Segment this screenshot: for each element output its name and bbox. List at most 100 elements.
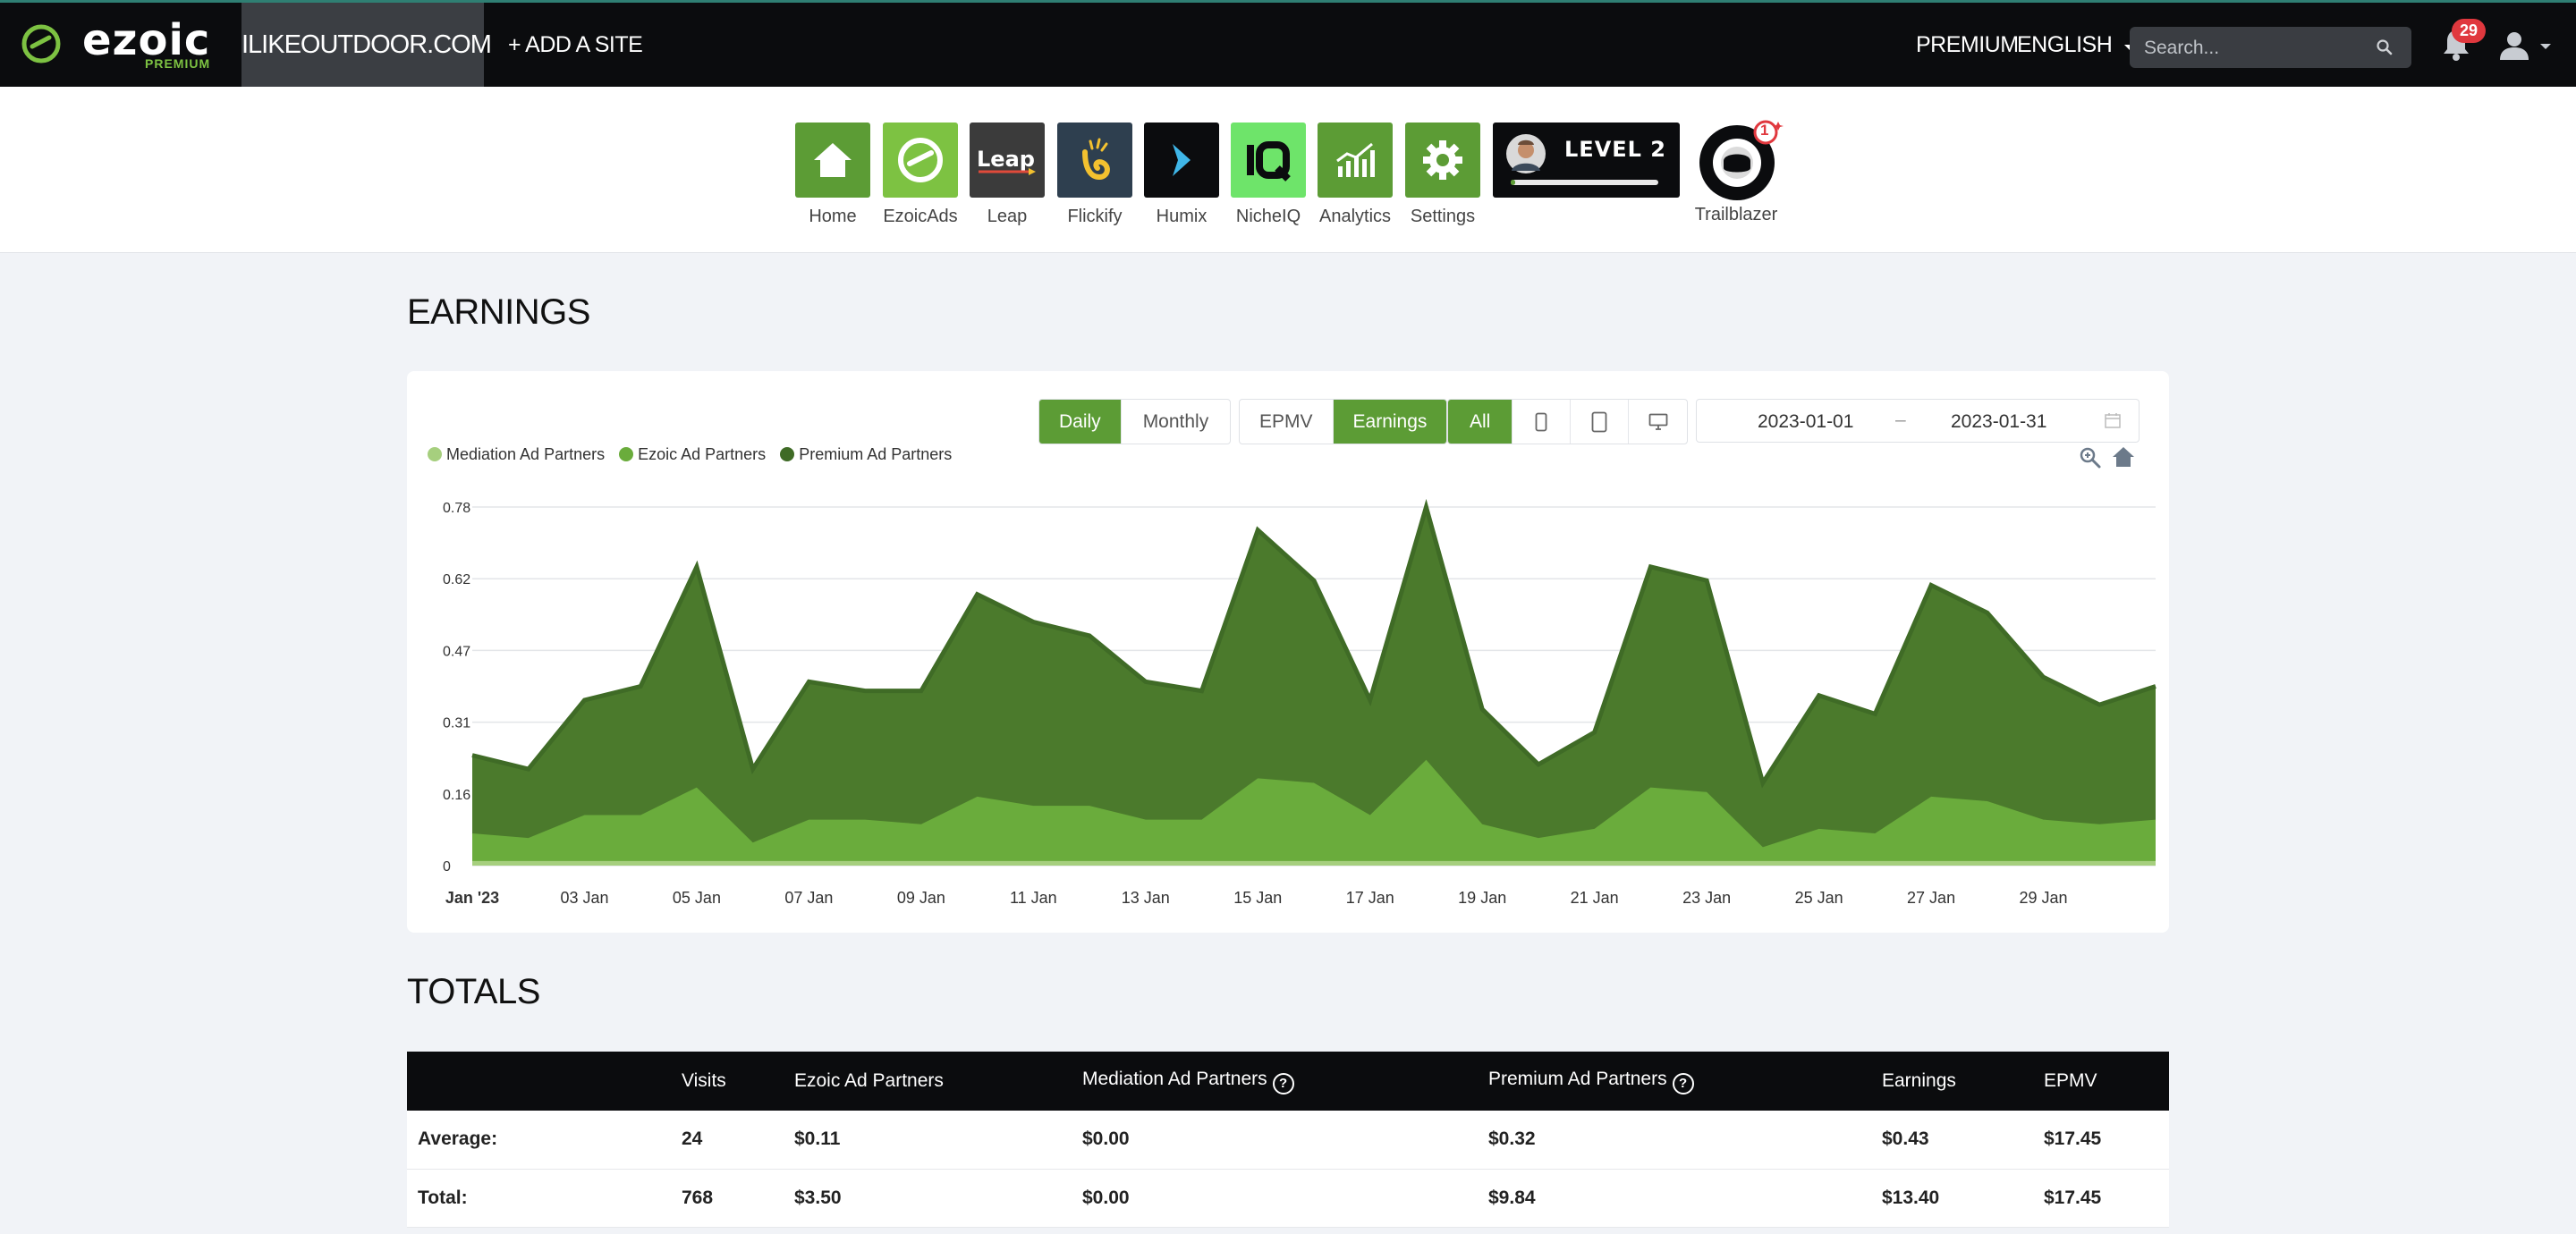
- legend-swatch: [619, 447, 634, 461]
- legend-item[interactable]: Ezoic Ad Partners: [619, 445, 766, 464]
- earnings-section-title: EARNINGS: [407, 292, 590, 332]
- add-site-link[interactable]: + ADD A SITE: [508, 32, 643, 57]
- trailblazer-label: Trailblazer: [1694, 205, 1778, 224]
- app-tile: [1231, 123, 1306, 198]
- table-cell: Total:: [418, 1187, 468, 1208]
- device-all-button[interactable]: All: [1448, 400, 1513, 444]
- table-cell: $17.45: [2044, 1128, 2102, 1150]
- trailblazer-badge: 1: [1760, 122, 1769, 139]
- leap-logo-icon: Leap: [977, 147, 1036, 175]
- app-tile: [1144, 123, 1219, 198]
- table-cell: $0.00: [1082, 1187, 1130, 1208]
- legend-label: Mediation Ad Partners: [446, 445, 606, 463]
- site-selector[interactable]: ILIKEOUTDOOR.COM: [242, 3, 492, 87]
- mobile-device-button[interactable]: [1513, 400, 1572, 444]
- reset-zoom-home-icon[interactable]: [2111, 445, 2136, 469]
- app-leap[interactable]: Leap Leap: [970, 123, 1045, 227]
- avatar: [1506, 134, 1546, 173]
- app-label: Analytics: [1318, 207, 1392, 226]
- app-settings[interactable]: Settings: [1405, 123, 1480, 227]
- table-cell: 768: [682, 1187, 714, 1208]
- date-start[interactable]: 2023-01-01: [1758, 411, 1854, 432]
- house-icon: [814, 143, 852, 177]
- svg-text:Leap: Leap: [977, 147, 1035, 172]
- top-navbar: ezoic PREMIUM ILIKEOUTDOOR.COM + ADD A S…: [0, 0, 2576, 87]
- totals-section-title: TOTALS: [407, 972, 540, 1011]
- app-tile: [1318, 123, 1393, 198]
- app-tile: [1057, 123, 1132, 198]
- user-menu[interactable]: [2498, 30, 2551, 66]
- calendar-icon: [2105, 413, 2121, 428]
- table-cell: Average:: [418, 1128, 498, 1150]
- help-icon[interactable]: ?: [1272, 1072, 1294, 1095]
- app-label: Flickify: [1067, 207, 1123, 226]
- app-ezoicads[interactable]: EzoicAds: [883, 123, 958, 227]
- ezoic-logo[interactable]: ezoic PREMIUM: [20, 15, 234, 74]
- table-cell: $0.11: [794, 1128, 841, 1150]
- app-tile: [1405, 123, 1480, 198]
- legend-item[interactable]: Mediation Ad Partners: [428, 445, 605, 464]
- ezoic-logo-mark: [21, 24, 61, 63]
- table-cell: $0.00: [1082, 1128, 1130, 1150]
- app-home[interactable]: Home: [795, 123, 870, 227]
- device-toggle: All: [1447, 399, 1689, 444]
- search-input[interactable]: [2142, 27, 2369, 70]
- legend-swatch: [780, 447, 795, 461]
- notification-count-badge: 29: [2452, 19, 2487, 43]
- table-header-row: Visits Ezoic Ad Partners Mediation Ad Pa…: [407, 1052, 2169, 1111]
- monthly-button[interactable]: Monthly: [1142, 411, 1209, 432]
- legend-item[interactable]: Premium Ad Partners: [780, 445, 952, 464]
- level-progress-card[interactable]: LEVEL 2: [1493, 123, 1680, 198]
- date-separator: –: [1895, 410, 1906, 430]
- table-cell: $0.43: [1882, 1128, 1929, 1150]
- table-header-cell: Ezoic Ad Partners: [794, 1070, 944, 1091]
- astronaut-helmet-icon: [1699, 120, 1784, 200]
- app-nicheiq[interactable]: NicheIQ: [1231, 123, 1306, 227]
- date-range-picker[interactable]: 2023-01-01 – 2023-01-31: [1696, 399, 2140, 443]
- app-label: Home: [809, 207, 857, 226]
- app-tile: Leap: [970, 123, 1045, 198]
- desktop-device-button[interactable]: [1629, 400, 1687, 444]
- earnings-button[interactable]: Earnings: [1333, 400, 1447, 444]
- app-flickify[interactable]: Flickify: [1057, 123, 1132, 227]
- table-cell: $0.32: [1488, 1128, 1536, 1150]
- table-header-cell: Visits: [682, 1070, 726, 1091]
- zoom-icon[interactable]: [2079, 446, 2102, 469]
- chart-legend: Mediation Ad Partners Ezoic Ad Partners …: [428, 445, 952, 464]
- app-humix[interactable]: Humix: [1144, 123, 1219, 227]
- app-label: NicheIQ: [1235, 207, 1301, 226]
- epmv-button[interactable]: EPMV: [1240, 400, 1334, 444]
- daily-button[interactable]: Daily: [1039, 400, 1122, 444]
- metric-toggle: EPMV Earnings: [1239, 399, 1448, 444]
- table-cell: $3.50: [794, 1187, 842, 1208]
- app-launcher-bar: Home EzoicAds Leap Leap Fli: [0, 87, 2576, 253]
- premium-link[interactable]: PREMIUM: [1916, 32, 2019, 57]
- table-header-cell: Mediation Ad Partners?: [1082, 1052, 1488, 1111]
- table-header-cell: EPMV: [2044, 1070, 2097, 1091]
- chevron-down-icon: [2540, 44, 2551, 49]
- header-label: Mediation Ad Partners: [1082, 1068, 1267, 1089]
- brand-tier: PREMIUM: [145, 56, 211, 71]
- search-icon[interactable]: [2376, 38, 2394, 56]
- mobile-phone-icon: [1535, 412, 1547, 432]
- period-toggle: Daily Monthly: [1038, 399, 1232, 444]
- tablet-device-button[interactable]: [1571, 400, 1630, 444]
- level-progress-fill: [1511, 180, 1515, 185]
- legend-label: Premium Ad Partners: [799, 445, 953, 463]
- app-analytics[interactable]: Analytics: [1318, 123, 1393, 227]
- table-header-cell: [407, 1052, 682, 1111]
- help-icon[interactable]: ?: [1672, 1072, 1694, 1095]
- date-end[interactable]: 2023-01-31: [1951, 411, 2047, 432]
- legend-label: Ezoic Ad Partners: [638, 445, 767, 463]
- totals-table: Visits Ezoic Ad Partners Mediation Ad Pa…: [407, 1052, 2169, 1228]
- humix-play-icon: [1173, 144, 1191, 176]
- app-tile: [883, 123, 958, 198]
- trailblazer-button[interactable]: 1: [1694, 116, 1784, 206]
- app-label: Humix: [1156, 207, 1208, 226]
- search-bar: [2130, 27, 2411, 70]
- app-label: Leap: [987, 207, 1028, 226]
- language-selector[interactable]: ENGLISH: [2017, 3, 2136, 87]
- table-cell: 24: [682, 1128, 703, 1150]
- app-label: EzoicAds: [883, 207, 958, 226]
- tablet-icon: [1591, 411, 1607, 433]
